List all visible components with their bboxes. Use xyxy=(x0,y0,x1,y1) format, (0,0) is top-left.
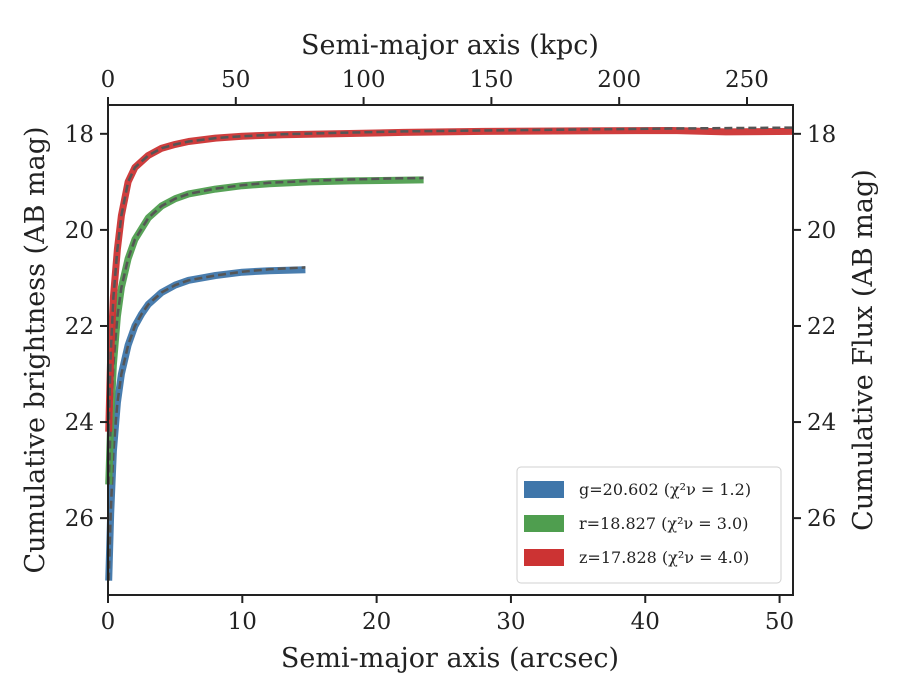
x-tick-label: 10 xyxy=(228,609,257,635)
y2-tick-label: 18 xyxy=(807,122,836,148)
axes: 0 10 20 30 40 50 0 50 100 150 200 250 18 20 22 24 26 18 20… xyxy=(65,67,837,635)
x-tick-label: 40 xyxy=(631,609,660,635)
y2-tick-label: 24 xyxy=(807,410,836,436)
legend-label: g=20.602 (χ²ν = 1.2) xyxy=(579,480,751,499)
x-tick-label: 0 xyxy=(101,609,116,635)
x2-tick-label: 0 xyxy=(101,67,116,93)
x2-axis-title: Semi-major axis (kpc) xyxy=(301,30,599,61)
x-tick-label: 50 xyxy=(765,609,794,635)
legend-label: r=18.827 (χ²ν = 3.0) xyxy=(579,514,748,533)
y-tick-label: 20 xyxy=(65,218,94,244)
x-tick-label: 30 xyxy=(496,609,525,635)
plot-frame xyxy=(107,104,794,596)
x2-tick-label: 100 xyxy=(342,67,386,93)
y-tick-label: 26 xyxy=(65,506,94,532)
y-tick-label: 22 xyxy=(65,314,94,340)
legend-box xyxy=(516,466,782,584)
x2-tick-label: 250 xyxy=(725,67,769,93)
x2-tick-label: 50 xyxy=(221,67,250,93)
y-axis-title: Cumulative brightness (AB mag) xyxy=(20,126,51,573)
y-tick-label: 24 xyxy=(65,410,94,436)
legend: g=20.602 (χ²ν = 1.2) r=18.827 (χ²ν = 3.0)… xyxy=(516,466,782,584)
x2-tick-label: 200 xyxy=(597,67,641,93)
y2-axis-title: Cumulative Flux (AB mag) xyxy=(848,169,879,531)
model-line-g xyxy=(107,266,306,581)
legend-label: z=17.828 (χ²ν = 4.0) xyxy=(579,548,749,567)
y2-tick-label: 22 xyxy=(807,314,836,340)
model-line-r xyxy=(107,176,424,485)
x-tick-label: 20 xyxy=(362,609,391,635)
y-tick-label: 18 xyxy=(65,122,94,148)
x2-tick-label: 150 xyxy=(469,67,513,93)
x-axis-title: Semi-major axis (arcsec) xyxy=(281,643,619,674)
y2-tick-label: 20 xyxy=(807,218,836,244)
legend-swatch xyxy=(524,515,564,532)
model-line-z xyxy=(107,126,794,432)
legend-swatch xyxy=(524,549,564,566)
legend-swatch xyxy=(524,481,564,498)
plot-area xyxy=(105,126,794,581)
y2-tick-label: 26 xyxy=(807,506,836,532)
